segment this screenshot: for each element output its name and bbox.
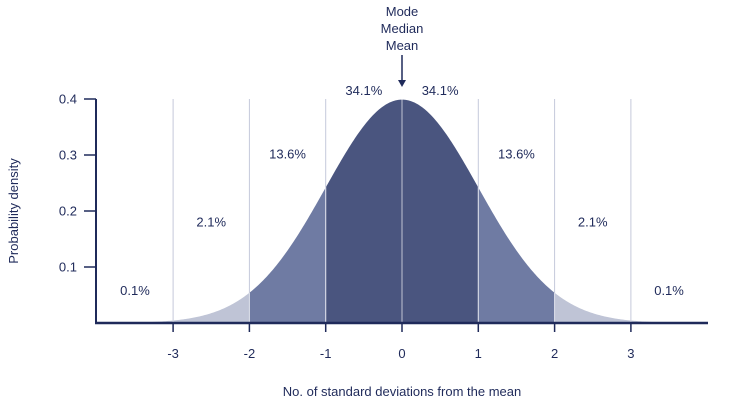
y-tick-label: 0.3 <box>59 148 77 163</box>
area-region-2 <box>325 99 402 323</box>
region-percent-label: 13.6% <box>498 146 535 161</box>
y-tick-label: 0.2 <box>59 204 77 219</box>
x-tick-label: 1 <box>475 346 482 361</box>
area-region-1 <box>249 187 326 323</box>
region-percent-label: 0.1% <box>120 283 150 298</box>
region-percent-label: 34.1% <box>422 83 459 98</box>
annotation-mean: Mean <box>386 38 419 53</box>
axis-ticks: -3 -2 -1 0 1 2 3 0.1 0.2 0.3 0.4 <box>59 92 635 362</box>
area-region-0 <box>173 292 250 323</box>
area-region-5 <box>554 292 631 323</box>
area-region-3 <box>402 99 479 323</box>
annotation-median: Median <box>381 21 424 36</box>
x-tick-label: -3 <box>167 346 179 361</box>
vertical-gridlines <box>172 99 632 323</box>
region-percent-label: 2.1% <box>578 215 608 230</box>
region-percent-label: 0.1% <box>654 283 684 298</box>
annotation-arrow-head <box>398 80 406 87</box>
x-tick-label: -2 <box>244 346 256 361</box>
y-tick-label: 0.4 <box>59 92 77 107</box>
region-percent-label: 34.1% <box>345 83 382 98</box>
x-tick-label: 2 <box>551 346 558 361</box>
y-tick-label: 0.1 <box>59 260 77 275</box>
x-tick-label: -1 <box>320 346 332 361</box>
x-tick-label: 3 <box>627 346 634 361</box>
annotation-mode: Mode <box>386 4 419 19</box>
y-axis-label: Probability density <box>6 158 21 264</box>
region-percent-label: 13.6% <box>269 146 306 161</box>
region-percent-label: 2.1% <box>196 215 226 230</box>
area-region-4 <box>478 187 555 323</box>
shaded-regions <box>104 99 700 323</box>
mode-median-mean-annotation: Mode Median Mean <box>381 4 424 87</box>
x-axis-label: No. of standard deviations from the mean <box>283 384 521 399</box>
region-labels: 2.1% 13.6% 34.1% 34.1% 13.6% 2.1% 0.1% 0.1% <box>120 83 684 298</box>
x-tick-label: 0 <box>398 346 405 361</box>
